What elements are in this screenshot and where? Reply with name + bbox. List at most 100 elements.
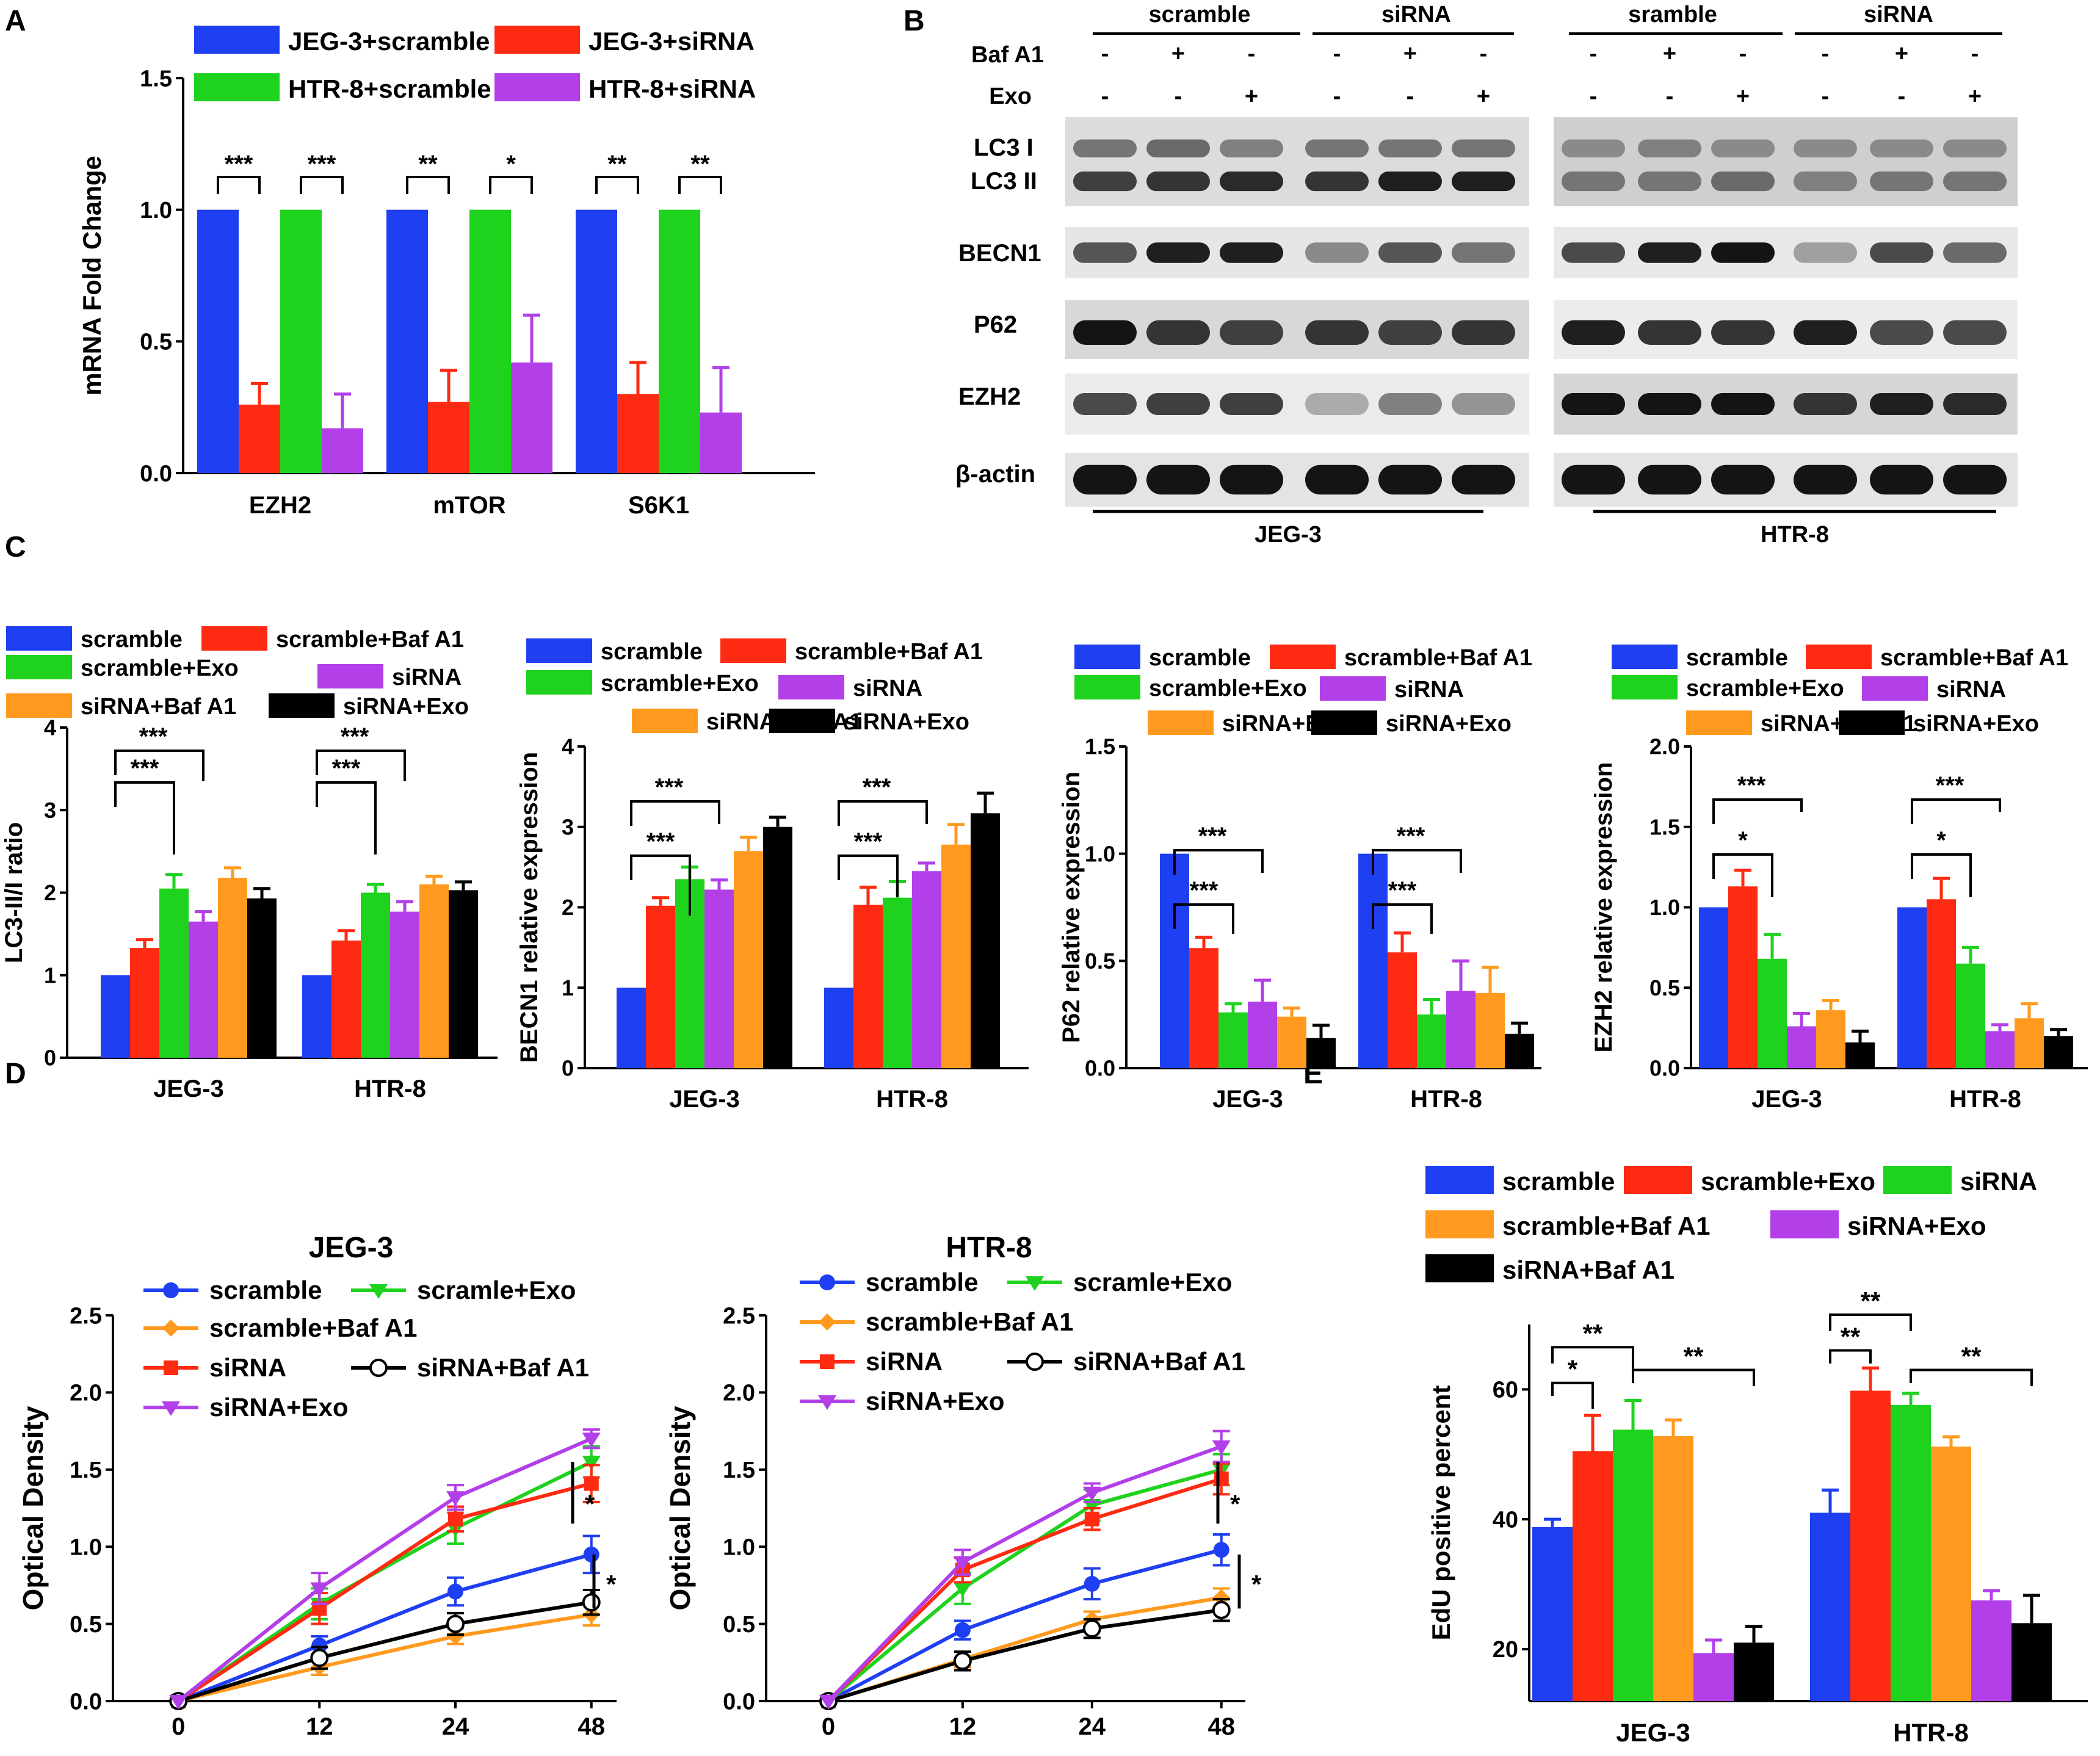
blot-row-label-exo: Exo <box>989 84 1032 109</box>
significance-bracket <box>1911 853 1972 897</box>
blot-band <box>1943 464 2007 495</box>
bar-sirna-exo <box>449 890 478 1058</box>
significance-label: ** <box>607 151 627 178</box>
y-tick-label: 4 <box>562 734 574 759</box>
data-point <box>954 1622 971 1638</box>
bar-jeg-3-sirna <box>239 404 280 473</box>
significance-label: *** <box>308 151 336 178</box>
band-label-p62: P62 <box>974 311 1017 338</box>
blot-band <box>1073 172 1137 192</box>
x-tick-label: 0 <box>822 1713 835 1740</box>
bar-scramble <box>1160 853 1189 1068</box>
legend-marker <box>163 1282 179 1298</box>
significance-bracket <box>1173 903 1234 934</box>
bar-htr-8-scramble <box>280 209 322 473</box>
significance-label: ** <box>1583 1319 1603 1348</box>
x-tick-label: 48 <box>1208 1713 1236 1740</box>
bar-scramble-exo <box>1758 958 1787 1068</box>
legend-swatch <box>1425 1166 1494 1194</box>
legend-swatch <box>1612 645 1678 669</box>
blot-band <box>1220 139 1283 157</box>
bar-scramble <box>1532 1527 1573 1701</box>
x-category-label: HTR-8 <box>354 1075 426 1102</box>
bar-sirna-exo <box>1693 1653 1734 1701</box>
series-line <box>177 1437 592 1703</box>
bar-sirna-baf-a1 <box>1475 993 1505 1068</box>
legend-swatch <box>632 709 698 733</box>
legend-label: scramble+Baf A1 <box>1880 645 2068 671</box>
blot-bands <box>1065 117 2018 507</box>
blot-band <box>1452 393 1515 415</box>
significance-bracket <box>1372 903 1433 934</box>
x-category-label: EZH2 <box>249 492 311 519</box>
bar-sirna-exo <box>2044 1036 2073 1068</box>
blot-signs: - + - - + - - + - - + - - - + - - + - - + - - + <box>1101 41 1982 109</box>
series-line <box>178 1613 592 1703</box>
legend-label: HTR-8+scramble <box>288 74 491 103</box>
legend-label: scramble <box>1502 1167 1615 1196</box>
significance-label: *** <box>646 828 675 855</box>
legend-swatch <box>6 626 72 651</box>
data-point <box>582 1456 601 1471</box>
y-tick-label: 0.0 <box>70 1689 102 1714</box>
significance-bracket <box>316 750 406 781</box>
legend-swatch <box>1624 1166 1692 1194</box>
blot-band <box>1220 320 1283 345</box>
blot-band <box>1146 242 1210 263</box>
y-tick-label: 0 <box>44 1046 56 1071</box>
blot-background-jeg3 <box>1065 117 1529 206</box>
y-axis-label: mRNA Fold Change <box>78 156 106 396</box>
legend-marker <box>369 1284 388 1299</box>
legend-label: siRNA+Exo <box>866 1387 1005 1415</box>
blot-group-sirna-htr8: siRNA <box>1864 2 1933 27</box>
baf-sign: - <box>1822 41 1830 67</box>
bar-jeg-3-sirna <box>428 402 469 473</box>
legend-marker <box>818 1395 836 1410</box>
legend-swatch <box>1839 710 1905 735</box>
bar-sirna <box>1446 991 1475 1068</box>
blot-band <box>1305 172 1369 192</box>
x-tick-label: 48 <box>578 1713 606 1740</box>
blot-band <box>1452 172 1515 192</box>
bar-jeg-3-sirna <box>617 394 659 473</box>
blot-band <box>1220 393 1283 415</box>
exo-sign: - <box>1101 84 1109 109</box>
legend-label: siRNA <box>866 1347 943 1376</box>
bar-sirna-baf-a1 <box>941 844 971 1068</box>
y-tick-label: 1.5 <box>723 1458 755 1483</box>
baf-sign: + <box>1403 41 1417 67</box>
blot-band <box>1638 242 1701 263</box>
significance-label: *** <box>1198 823 1227 850</box>
x-tick-label: 12 <box>306 1713 333 1740</box>
legend-label: scramble+Baf A1 <box>1344 645 1532 671</box>
legend-label: siRNA+Baf A1 <box>1073 1347 1245 1376</box>
x-category-label: HTR-8 <box>1893 1718 1969 1747</box>
blot-band <box>1220 172 1283 192</box>
significance-label: *** <box>863 774 891 801</box>
bar-scramble <box>1897 907 1927 1068</box>
significance-bracket <box>838 855 899 897</box>
blot-group-scramble-jeg3: scramble <box>1149 2 1251 27</box>
significance-bracket <box>1173 849 1264 875</box>
legend-swatch <box>1612 675 1678 699</box>
baf-sign: - <box>1480 41 1488 67</box>
y-tick-label: 0 <box>562 1056 574 1081</box>
exo-sign: - <box>1666 84 1674 109</box>
bar-sirna-exo <box>971 813 1000 1068</box>
significance-bracket <box>217 176 261 194</box>
legend-marker <box>1026 1276 1044 1291</box>
significance-bracket <box>1911 798 2001 824</box>
x-category-label: HTR-8 <box>1949 1086 2021 1113</box>
legend-marker <box>819 1274 835 1290</box>
bar-sirna-baf-a1 <box>2011 1623 2052 1701</box>
blot-background-htr8 <box>1554 300 2018 359</box>
y-tick-label: 0.5 <box>723 1612 755 1638</box>
legend-label: scramble+Exo <box>1149 676 1307 701</box>
blot-band <box>1794 464 1857 495</box>
legend-swatch <box>6 655 72 679</box>
band-label-becn1: BECN1 <box>958 240 1041 267</box>
legend-label: siRNA <box>1394 677 1464 703</box>
significance-label: *** <box>655 774 684 801</box>
bar-sirna <box>912 871 941 1068</box>
baf-sign: - <box>1739 41 1747 67</box>
